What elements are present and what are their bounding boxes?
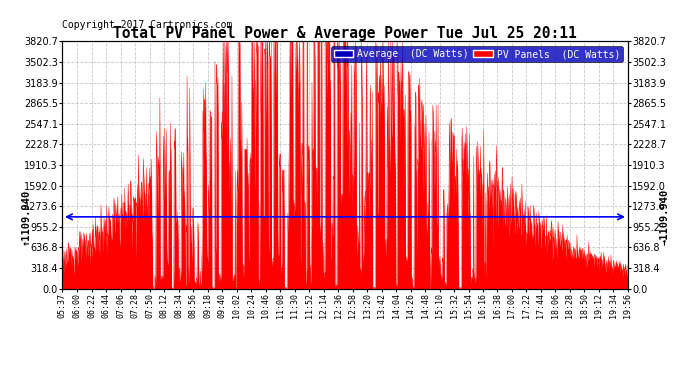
Text: ↑1109.940: ↑1109.940 (20, 189, 30, 245)
Text: Copyright 2017 Cartronics.com: Copyright 2017 Cartronics.com (62, 20, 233, 30)
Title: Total PV Panel Power & Average Power Tue Jul 25 20:11: Total PV Panel Power & Average Power Tue… (113, 26, 577, 41)
Legend: Average  (DC Watts), PV Panels  (DC Watts): Average (DC Watts), PV Panels (DC Watts) (331, 46, 623, 62)
Text: →1109.940: →1109.940 (660, 189, 670, 245)
